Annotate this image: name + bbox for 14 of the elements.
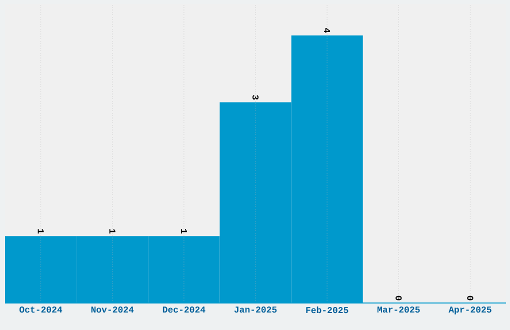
data-label: 1 [180, 229, 187, 234]
x-tick-label: Apr-2025 [448, 306, 492, 314]
data-label: 1 [109, 229, 116, 234]
x-tick-label: Jan-2025 [234, 306, 277, 313]
data-label: 0 [396, 296, 402, 300]
x-tick-label: Feb-2025 [306, 306, 348, 314]
x-tick-label: Nov-2024 [91, 306, 134, 313]
data-label: 3 [252, 95, 259, 100]
data-label: 4 [324, 28, 330, 33]
data-label: 0 [467, 296, 474, 300]
data-label: 1 [38, 229, 44, 234]
x-tick-label: Mar-2025 [377, 306, 420, 313]
x-tick-label: Oct-2024 [20, 306, 62, 313]
x-tick-label: Dec-2024 [162, 306, 206, 313]
